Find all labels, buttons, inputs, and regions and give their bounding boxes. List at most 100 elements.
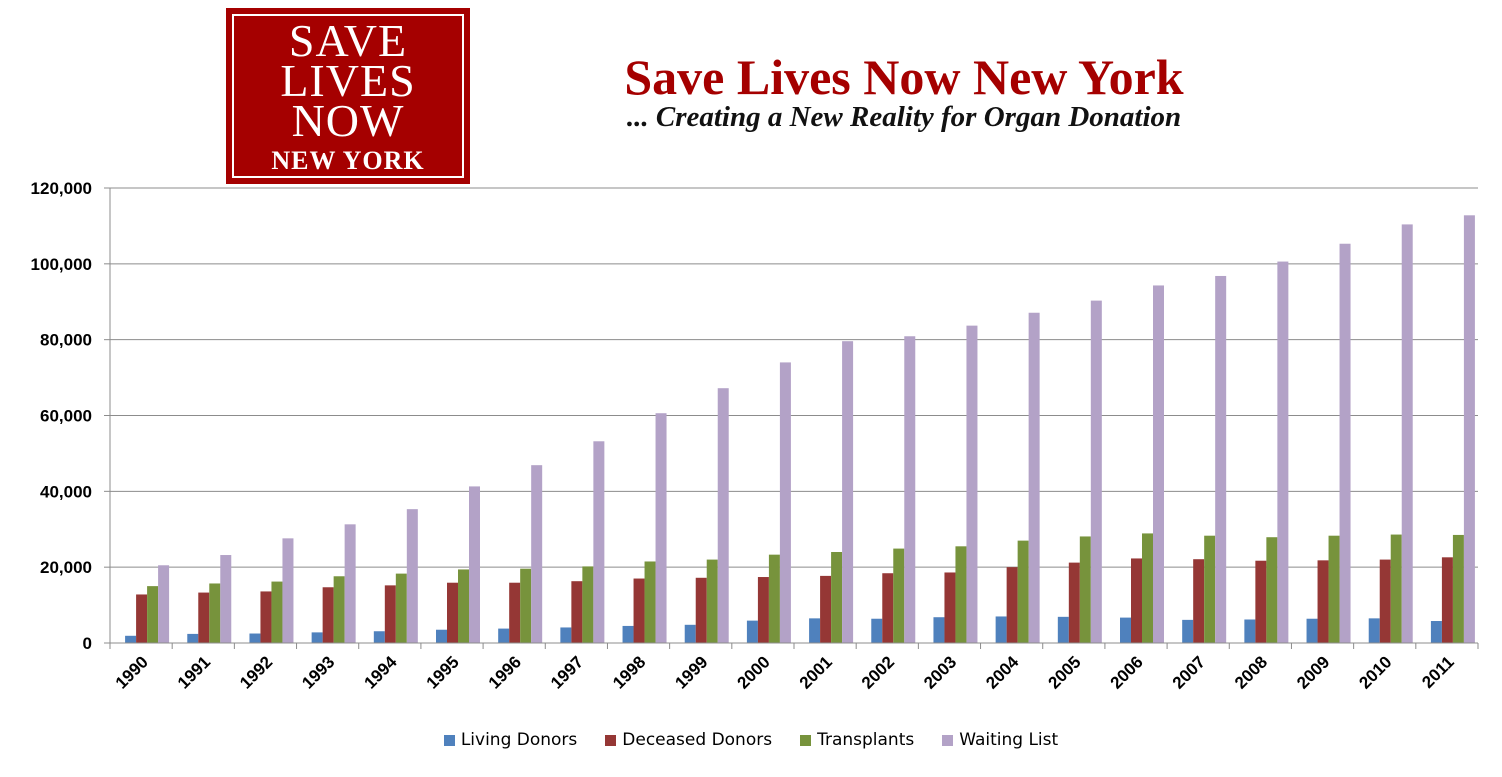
bar-waiting-list: [966, 325, 978, 643]
legend-swatch: [800, 734, 812, 746]
legend-item: Transplants: [800, 730, 914, 750]
bar-living-donors: [871, 618, 883, 643]
y-tick-label: 40,000: [40, 482, 92, 501]
bar-transplants: [520, 568, 532, 643]
bar-living-donors: [995, 616, 1007, 643]
legend-item: Waiting List: [942, 730, 1058, 750]
bar-transplants: [1266, 537, 1278, 643]
bar-transplants: [831, 552, 843, 643]
bar-living-donors: [746, 620, 758, 643]
logo-line-1: SAVE: [288, 15, 408, 66]
x-tick-label: 1991: [174, 652, 214, 692]
x-tick-label: 1990: [112, 652, 152, 692]
bar-deceased-donors: [1193, 559, 1205, 643]
bar-transplants: [644, 561, 656, 643]
logo-line-4: NEW YORK: [271, 146, 425, 175]
logo-line-3: NOW: [291, 95, 405, 146]
legend-item: Deceased Donors: [605, 730, 772, 750]
x-tick-label: 2000: [734, 652, 774, 692]
bar-waiting-list: [779, 362, 791, 643]
bar-transplants: [768, 554, 780, 643]
bar-waiting-list: [1401, 224, 1413, 643]
bar-living-donors: [498, 628, 510, 643]
bar-living-donors: [1120, 617, 1131, 643]
x-tick-label: 1997: [547, 652, 587, 692]
bar-deceased-donors: [882, 573, 894, 643]
bar-waiting-list: [344, 524, 356, 643]
y-tick-labels: 0 20,000 40,000 60,000 80,000 100,000 120,000: [31, 179, 92, 653]
legend-swatch: [605, 734, 617, 746]
bar-waiting-list: [717, 388, 729, 643]
x-tick-label: 2001: [796, 652, 836, 692]
bar-deceased-donors: [1006, 567, 1018, 643]
bar-waiting-list: [1339, 243, 1351, 644]
bar-transplants: [209, 583, 221, 643]
page-title: Save Lives Now New York: [624, 49, 1184, 105]
bar-transplants: [333, 576, 345, 643]
bar-waiting-list: [842, 341, 854, 643]
x-tick-label: 2003: [920, 652, 960, 692]
bar-waiting-list: [469, 486, 480, 643]
bar-deceased-donors: [1379, 559, 1391, 643]
gridlines: [110, 187, 1478, 568]
bar-deceased-donors: [820, 575, 832, 643]
x-tick-label: 2007: [1169, 652, 1209, 692]
x-tick-label: 1998: [609, 652, 649, 692]
y-tick-label: 60,000: [40, 407, 92, 426]
x-tick-label: 1994: [360, 652, 401, 693]
x-tick-label: 2004: [982, 652, 1023, 693]
bar-living-donors: [1368, 618, 1380, 643]
x-tick-label: 1993: [298, 652, 338, 692]
bar-waiting-list: [593, 441, 605, 643]
bar-deceased-donors: [1255, 560, 1267, 643]
logo-frame: SAVE LIVES NOW NEW YORK: [232, 14, 464, 178]
bar-waiting-list: [904, 336, 916, 643]
bar-living-donors: [1182, 619, 1194, 643]
bar-living-donors: [1430, 621, 1442, 643]
bar-living-donors: [249, 633, 261, 643]
bar-living-donors: [1306, 618, 1318, 643]
bar-waiting-list: [1277, 261, 1289, 643]
y-tick-label: 0: [83, 634, 92, 653]
legend: Living Donors Deceased Donors Transplants W…: [0, 730, 1502, 750]
bar-deceased-donors: [384, 585, 396, 643]
bar-transplants: [271, 581, 283, 643]
bar-transplants: [1079, 536, 1091, 643]
y-tick-label: 120,000: [31, 179, 92, 198]
bar-waiting-list: [1028, 312, 1040, 643]
x-tick-label: 1999: [671, 652, 711, 692]
bar-waiting-list: [1463, 215, 1475, 644]
x-tick-label: 2010: [1355, 652, 1395, 692]
logo-line-2: LIVES: [280, 55, 416, 106]
bar-living-donors: [1244, 619, 1256, 643]
bars: [125, 215, 1475, 644]
bar-living-donors: [809, 618, 821, 643]
bar-transplants: [582, 566, 594, 643]
bar-deceased-donors: [1068, 562, 1080, 643]
bar-waiting-list: [1215, 275, 1227, 643]
bar-living-donors: [436, 629, 447, 643]
bar-waiting-list: [406, 509, 418, 643]
bar-chart: 020,00040,00060,00080,000100,000120,000 …: [31, 179, 1479, 693]
bar-deceased-donors: [198, 592, 210, 643]
x-tick-label: 2009: [1293, 652, 1333, 692]
bar-deceased-donors: [633, 578, 645, 643]
bar-transplants: [1204, 535, 1216, 643]
logo: SAVE LIVES NOW NEW YORK: [226, 8, 470, 184]
bar-waiting-list: [220, 555, 232, 643]
bar-living-donors: [560, 627, 572, 643]
x-tick-labels: 1990 1991 1992 1993 1994 1995 1996 1997 1998 1999…: [112, 652, 1458, 693]
bar-waiting-list: [1153, 285, 1164, 643]
bar-deceased-donors: [1131, 558, 1142, 643]
legend-swatch: [942, 734, 954, 746]
bar-waiting-list: [158, 565, 170, 643]
bar-transplants: [1142, 533, 1153, 643]
bar-transplants: [1452, 534, 1464, 643]
x-tick-label: 2011: [1418, 652, 1458, 692]
bar-living-donors: [187, 633, 199, 643]
legend-label: Living Donors: [460, 730, 578, 750]
bar-deceased-donors: [447, 582, 458, 643]
bar-deceased-donors: [571, 581, 583, 643]
bar-living-donors: [373, 631, 385, 643]
bar-transplants: [1390, 534, 1402, 643]
